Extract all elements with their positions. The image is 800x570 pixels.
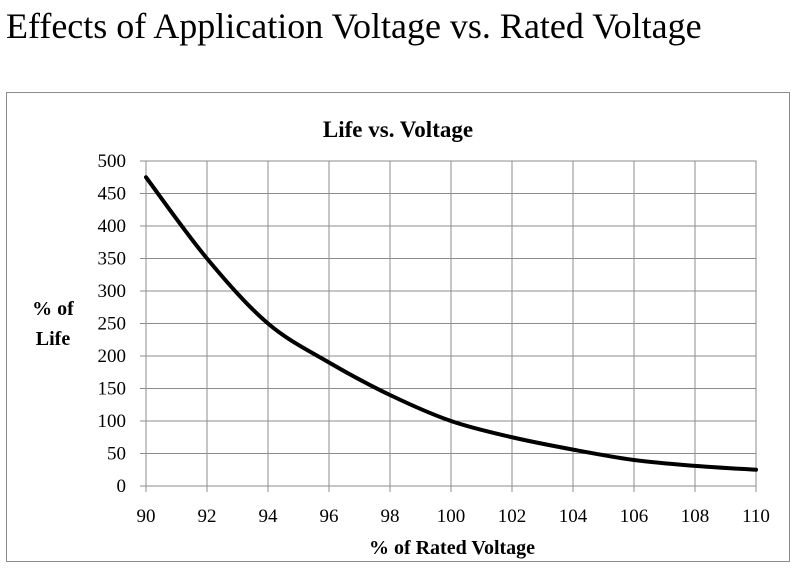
data-point	[206, 258, 208, 259]
y-tick-label: 200	[98, 346, 127, 367]
data-point	[694, 465, 696, 467]
y-tick-label: 350	[98, 249, 127, 270]
y-tick-label: 500	[98, 151, 127, 172]
data-point	[145, 176, 147, 178]
data-point	[389, 394, 391, 396]
data-point	[572, 449, 574, 451]
y-tick-label: 300	[98, 281, 127, 302]
data-point	[267, 323, 269, 324]
x-tick-label: 92	[198, 506, 217, 527]
x-tick-label: 96	[320, 506, 339, 527]
grid	[140, 160, 757, 492]
x-tick-label: 100	[437, 506, 466, 527]
chart-title: Life vs. Voltage	[323, 117, 473, 142]
data-point	[755, 469, 757, 471]
x-tick-label: 94	[259, 506, 279, 527]
data-point	[450, 420, 452, 422]
y-tick-label: 250	[98, 314, 127, 335]
data-point	[328, 362, 330, 363]
y-tick-label: 0	[117, 476, 127, 497]
tick-labels: 0 50 100 150 200 250 300 350 400 450 500 90 92 94 96 98…	[98, 151, 770, 527]
x-tick-label: 102	[498, 506, 527, 527]
y-tick-label: 400	[98, 216, 127, 237]
series-layer	[144, 175, 758, 472]
y-axis-label-line-1: % of	[32, 298, 74, 320]
plot-area-border	[145, 160, 757, 487]
x-tick-label: 104	[559, 506, 588, 527]
x-tick-label: 108	[681, 506, 710, 527]
y-axis-label-line-2: Life	[36, 328, 71, 350]
x-tick-label: 106	[620, 506, 649, 527]
y-tick-label: 50	[107, 444, 126, 465]
x-axis-label: % of Rated Voltage	[369, 537, 535, 559]
life-curve-line	[144, 175, 758, 472]
x-tick-label: 98	[381, 506, 400, 527]
y-tick-label: 100	[98, 411, 127, 432]
x-tick-label: 90	[137, 506, 156, 527]
x-tick-label: 110	[742, 506, 770, 527]
page-title: Effects of Application Voltage vs. Rated…	[6, 6, 702, 46]
chart-frame	[6, 92, 790, 562]
data-point	[511, 436, 513, 438]
y-tick-label: 450	[98, 184, 127, 205]
y-tick-label: 150	[98, 379, 127, 400]
data-point	[633, 459, 635, 461]
